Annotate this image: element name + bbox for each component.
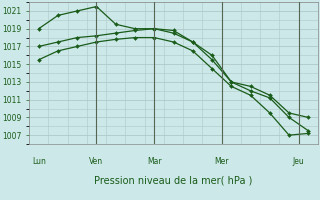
Text: Lun: Lun	[32, 157, 46, 166]
Text: Mer: Mer	[214, 157, 229, 166]
Text: Jeu: Jeu	[293, 157, 305, 166]
Text: Ven: Ven	[89, 157, 104, 166]
Text: Pression niveau de la mer( hPa ): Pression niveau de la mer( hPa )	[94, 175, 253, 185]
Text: Mar: Mar	[147, 157, 162, 166]
